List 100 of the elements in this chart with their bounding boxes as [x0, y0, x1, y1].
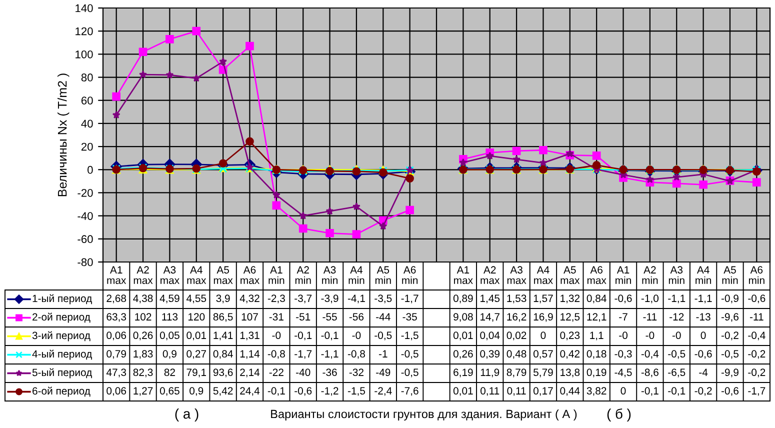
- data-label: 2,68: [106, 294, 126, 304]
- data-label: 3,9: [216, 294, 230, 304]
- data-label: 5,42: [213, 387, 233, 396]
- data-label: 79,1: [186, 368, 206, 378]
- data-label: 0,26: [453, 350, 473, 359]
- y-tick-label: 40: [81, 120, 93, 128]
- data-label: 0,48: [506, 350, 526, 359]
- data-label: -0,2: [748, 368, 766, 378]
- data-label: 2,14: [240, 368, 260, 378]
- x-tick-label: A6 max: [587, 266, 606, 284]
- data-label: -2,4: [374, 387, 392, 396]
- data-label: 63,3: [106, 313, 126, 322]
- data-label: -3,7: [294, 294, 312, 304]
- data-label: -0,5: [668, 350, 686, 359]
- y-tick-label: -40: [78, 212, 93, 220]
- x-tick-label: A1 max: [454, 266, 473, 284]
- x-tick-label: A5 min: [375, 266, 391, 284]
- data-label: 1,31: [240, 332, 260, 340]
- data-label: -7,6: [401, 387, 418, 396]
- data-label: 0: [540, 332, 546, 340]
- data-label: -0: [646, 332, 654, 340]
- data-label: -1,1: [321, 350, 338, 359]
- data-label: 14,7: [480, 313, 500, 322]
- data-label: 0: [700, 332, 706, 340]
- data-label: 16,9: [534, 313, 553, 322]
- data-label: -0: [352, 332, 361, 340]
- data-label: -1,5: [348, 387, 365, 396]
- data-label: -1: [378, 350, 388, 358]
- data-label: 82,3: [133, 368, 153, 378]
- data-label: 1,53: [507, 294, 526, 304]
- x-tick-label: A1 min: [616, 266, 631, 284]
- data-label: 107: [242, 313, 258, 321]
- data-label: 0,11: [507, 387, 526, 396]
- data-label: -0,8: [268, 350, 285, 359]
- data-label: 1,32: [560, 294, 580, 304]
- data-label: -11: [643, 313, 657, 320]
- data-label: -9,6: [721, 313, 738, 322]
- data-label: 0,42: [560, 350, 580, 359]
- data-label: 1,83: [134, 350, 153, 359]
- data-label: -4,1: [348, 294, 365, 304]
- data-label: -0,6: [721, 387, 738, 396]
- data-label: 6,19: [454, 368, 473, 378]
- x-tick-label: A5 max: [560, 266, 580, 284]
- data-label: 12,1: [587, 313, 606, 322]
- data-label: 0,89: [453, 294, 473, 304]
- data-label: -0,1: [294, 332, 312, 340]
- data-label: 93,6: [213, 368, 233, 378]
- y-tick-label: 120: [76, 27, 93, 36]
- x-tick-label: A2 max: [134, 266, 153, 284]
- data-label: 0,06: [106, 332, 126, 340]
- x-tick-label: A3 min: [668, 266, 684, 284]
- data-label: -0,1: [321, 332, 338, 340]
- text: ( б ): [607, 408, 631, 422]
- data-label: 0,23: [560, 332, 580, 340]
- data-label: 0,02: [506, 332, 526, 340]
- x-tick-label: A2 max: [480, 266, 500, 284]
- legend-label: 3-ий период: [32, 331, 90, 342]
- data-label: 0,84: [213, 350, 233, 359]
- x-tick-label: A3 min: [322, 266, 338, 284]
- data-label: 1,41: [214, 332, 233, 340]
- data-label: 3,82: [586, 387, 606, 396]
- data-label: 12,5: [560, 313, 580, 322]
- data-label: -0,1: [668, 387, 686, 396]
- data-label: -1,7: [748, 387, 766, 396]
- data-label: -44: [376, 313, 390, 320]
- data-label: -0: [619, 332, 628, 340]
- data-label: 1,14: [240, 350, 260, 359]
- data-label: -13: [696, 313, 710, 321]
- data-label: 0,19: [586, 368, 606, 378]
- legend-label: 4-ый период: [32, 350, 92, 360]
- y-tick-label: -20: [78, 188, 93, 197]
- data-label: 0,65: [160, 387, 180, 396]
- data-label: -1,7: [401, 294, 418, 304]
- data-label: -4: [699, 368, 708, 376]
- data-label: -55: [322, 313, 337, 321]
- data-label: 47,3: [106, 368, 126, 378]
- data-label: 102: [135, 313, 152, 321]
- data-label: -0,3: [614, 350, 632, 359]
- data-label: 120: [188, 313, 205, 321]
- data-label: -7: [619, 313, 628, 320]
- data-label: -0,8: [348, 350, 365, 359]
- data-label: -0,1: [268, 387, 285, 396]
- data-label: 0,9: [190, 387, 204, 396]
- x-tick-label: A4 min: [696, 266, 712, 284]
- data-label: -56: [349, 313, 364, 321]
- legend-label: 5-ый период: [32, 368, 92, 378]
- data-label: -35: [402, 313, 417, 321]
- y-tick-label: 20: [81, 142, 93, 151]
- data-label: -0,6: [294, 387, 312, 396]
- data-label: -0: [672, 332, 681, 340]
- data-label: -0,6: [694, 350, 712, 359]
- x-tick-label: A4 max: [187, 266, 206, 284]
- data-label: 9,08: [454, 313, 473, 322]
- data-label: -0,4: [641, 350, 659, 359]
- data-label: 0,01: [186, 332, 206, 340]
- x-tick-label: A6 max: [240, 266, 260, 284]
- y-axis-title: Величины Nx ( T/m2 ): [58, 74, 70, 196]
- y-tick-label: -60: [78, 235, 93, 244]
- data-label: -0,1: [641, 387, 658, 396]
- data-label: 0,26: [133, 332, 153, 340]
